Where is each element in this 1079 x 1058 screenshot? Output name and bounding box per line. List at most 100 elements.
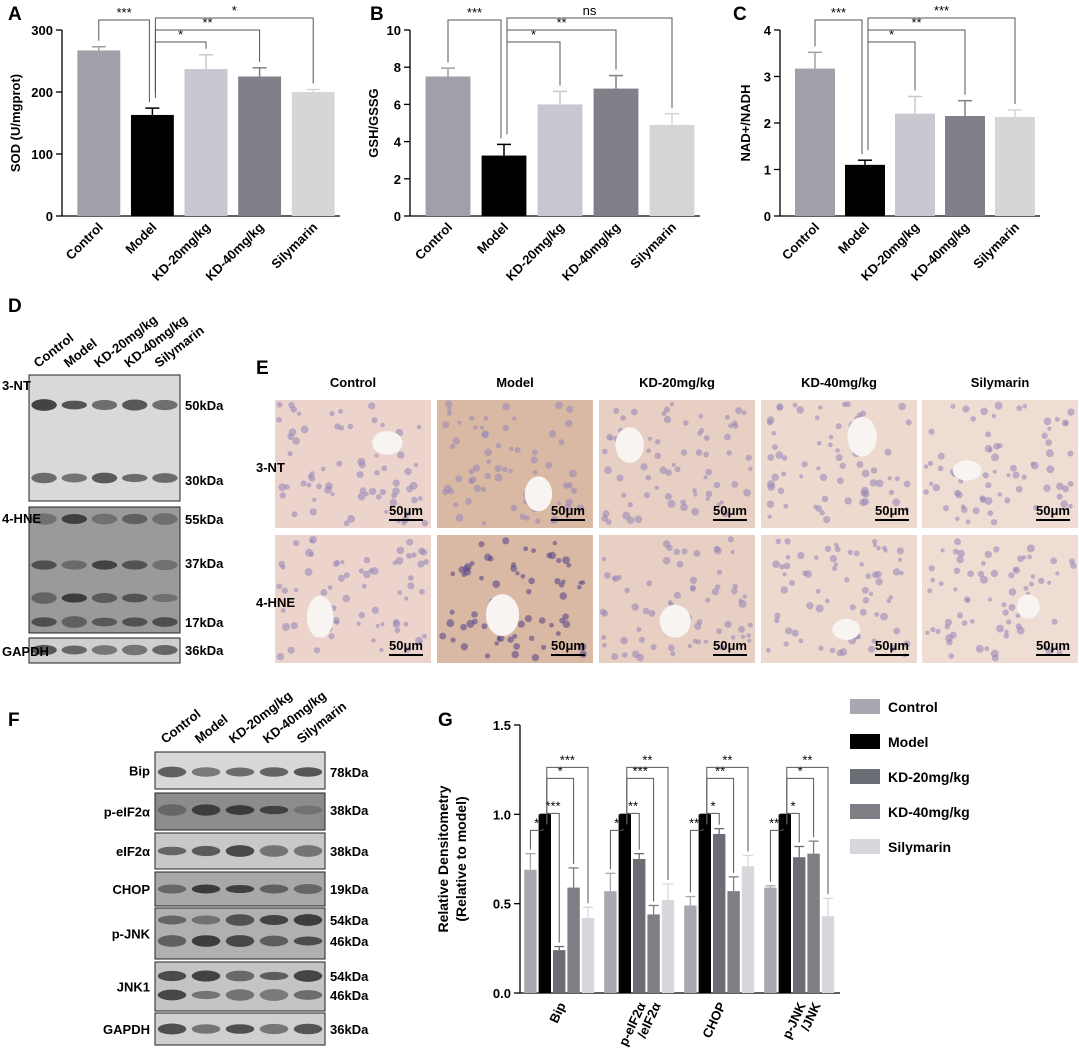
- legend-label: Control: [888, 699, 938, 715]
- nucleus: [942, 505, 949, 512]
- nucleus: [897, 557, 903, 562]
- nucleus: [515, 571, 520, 576]
- bar: [698, 814, 711, 993]
- nucleus: [309, 538, 314, 544]
- row-label: CHOP: [112, 882, 150, 897]
- blot-band: [31, 617, 57, 627]
- vessel: [306, 595, 334, 639]
- nucleus: [716, 502, 721, 508]
- panel-label: E: [256, 358, 269, 379]
- bar: [604, 891, 617, 993]
- nucleus: [904, 507, 909, 512]
- nucleus: [987, 510, 994, 517]
- blot-band: [191, 990, 221, 1000]
- nucleus: [698, 413, 704, 419]
- nucleus: [384, 509, 389, 514]
- nucleus: [484, 553, 492, 561]
- nucleus: [601, 610, 609, 617]
- nucleus: [693, 549, 701, 557]
- bar: [778, 814, 791, 993]
- nucleus: [558, 439, 565, 446]
- nucleus: [1015, 613, 1021, 618]
- blot-band: [31, 399, 57, 411]
- significance-bracket: [626, 766, 669, 881]
- blot-band: [157, 766, 187, 778]
- nucleus: [484, 472, 491, 480]
- nucleus: [669, 401, 675, 407]
- nucleus: [671, 462, 676, 467]
- nucleus: [779, 563, 785, 570]
- nucleus: [361, 583, 367, 589]
- nucleus: [357, 492, 366, 501]
- blot-band: [293, 914, 323, 926]
- nucleus: [990, 649, 999, 658]
- blot-band: [259, 845, 289, 857]
- nucleus: [443, 484, 452, 493]
- nucleus: [413, 462, 419, 468]
- nucleus: [449, 609, 455, 615]
- row-label: GAPDH: [103, 1022, 150, 1037]
- x-tick-label: Control: [63, 220, 106, 263]
- nucleus: [892, 568, 901, 576]
- nucleus: [415, 636, 423, 645]
- significance-label: ***: [117, 5, 132, 20]
- x-tick-label: Model: [122, 220, 159, 257]
- nucleus: [719, 500, 724, 505]
- nucleus: [421, 520, 429, 527]
- legend-label: KD-20mg/kg: [888, 769, 970, 785]
- nucleus: [721, 509, 729, 517]
- nucleus: [997, 443, 1003, 449]
- significance-bracket: [689, 828, 704, 893]
- nucleus: [616, 574, 622, 581]
- nucleus: [738, 626, 745, 633]
- nucleus: [371, 638, 376, 643]
- nucleus: [446, 619, 455, 628]
- nucleus: [774, 612, 781, 619]
- nucleus: [450, 637, 456, 643]
- nucleus: [580, 580, 586, 585]
- blot-band: [61, 473, 87, 483]
- nucleus: [928, 428, 935, 435]
- nucleus: [1051, 618, 1058, 625]
- nucleus: [681, 548, 688, 555]
- nucleus: [836, 649, 844, 657]
- nucleus: [814, 415, 820, 421]
- blot-band: [293, 884, 323, 894]
- y-tick-label: 4: [764, 23, 772, 38]
- nucleus: [445, 400, 453, 408]
- nucleus: [375, 623, 380, 628]
- nucleus: [502, 402, 510, 411]
- nucleus: [1033, 504, 1039, 511]
- nucleus: [981, 561, 986, 566]
- y-tick-label: 1: [764, 163, 771, 178]
- y-tick-label: 1.0: [493, 807, 511, 822]
- nucleus: [784, 538, 791, 545]
- nucleus: [883, 548, 888, 553]
- nucleus: [627, 501, 633, 508]
- blot-band: [122, 399, 148, 411]
- nucleus: [316, 483, 322, 490]
- scale-bar-label: 50μm: [713, 503, 747, 518]
- nucleus: [1070, 562, 1077, 569]
- nucleus: [469, 560, 475, 566]
- nucleus: [865, 573, 872, 579]
- significance-label: **: [628, 798, 638, 813]
- blot-band: [122, 593, 148, 603]
- significance-label: ***: [769, 815, 784, 830]
- nucleus: [767, 480, 775, 489]
- nucleus: [1010, 464, 1017, 472]
- vessel: [659, 604, 691, 638]
- nucleus: [381, 465, 388, 472]
- nucleus: [839, 462, 846, 469]
- nucleus: [950, 403, 956, 409]
- nucleus: [937, 465, 944, 472]
- nucleus: [622, 652, 628, 658]
- nucleus: [374, 453, 379, 458]
- nucleus: [849, 604, 856, 611]
- nucleus: [875, 479, 884, 488]
- nucleus: [767, 454, 775, 461]
- nucleus: [1068, 503, 1073, 509]
- nucleus: [1061, 419, 1069, 427]
- nucleus: [530, 456, 538, 464]
- x-tick-label: Silymarin: [970, 219, 1022, 271]
